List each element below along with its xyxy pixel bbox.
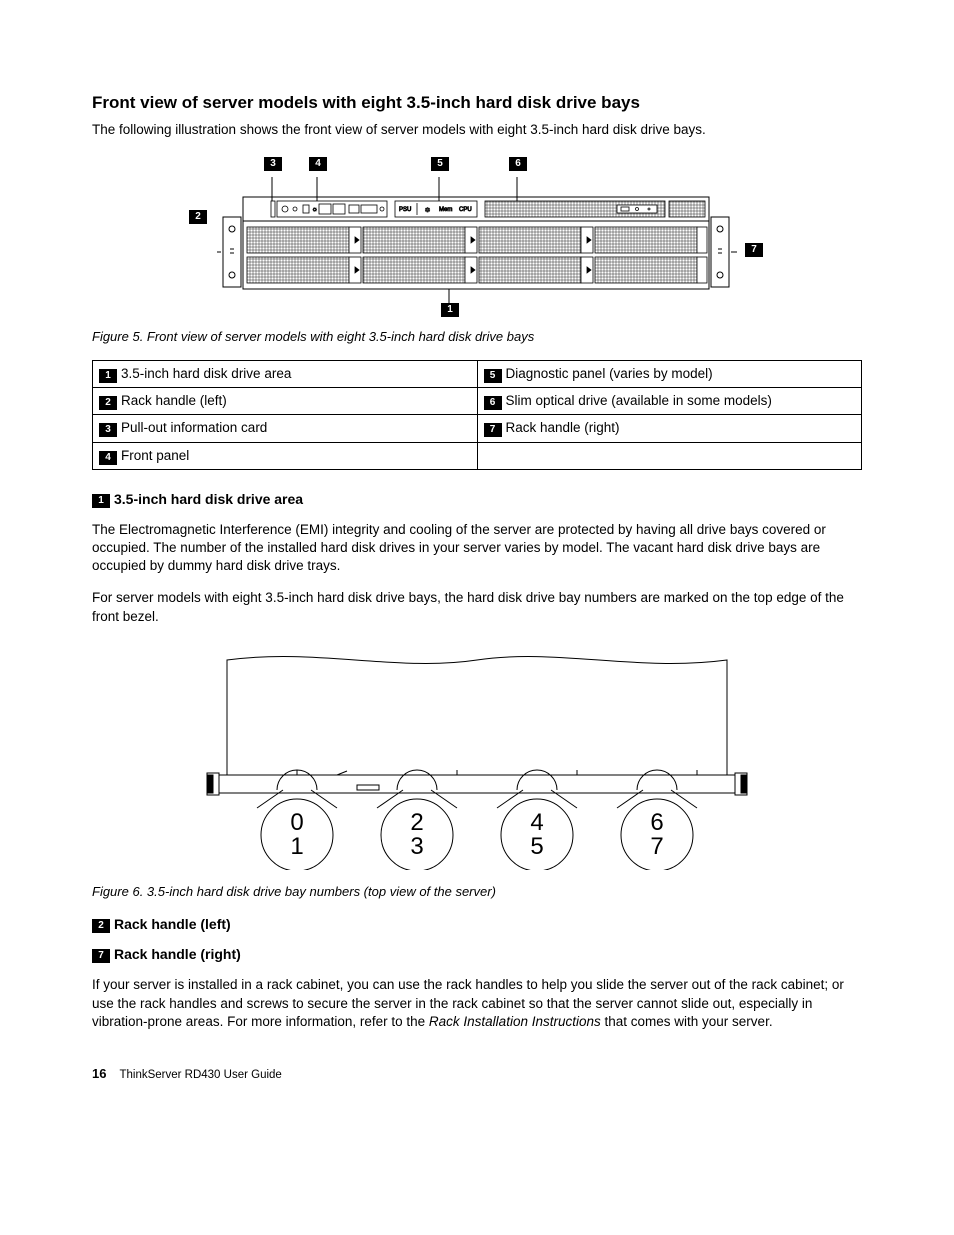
panel-mem-label: Mem	[439, 207, 452, 213]
sub1-title: 3.5-inch hard disk drive area	[114, 491, 303, 507]
bay-7: 7	[650, 833, 663, 860]
figure5-callout-2: 2	[189, 210, 207, 224]
doc-title: ThinkServer RD430 User Guide	[119, 1069, 281, 1081]
figure5-callout-7: 7	[745, 243, 763, 257]
legend-num: 7	[484, 423, 502, 437]
figure-5: ☼ PSU ✱ Mem CPU	[92, 157, 862, 322]
figure-6: 0 1 2 3 4 5 6 7	[92, 640, 862, 875]
para-rack-b: that comes with your server.	[601, 1014, 773, 1029]
page-number: 16	[92, 1066, 106, 1081]
legend-text: Rack handle (left)	[121, 393, 227, 408]
page-footer: 16 ThinkServer RD430 User Guide	[92, 1065, 862, 1084]
legend-num: 6	[484, 396, 502, 410]
para-rack: If your server is installed in a rack ca…	[92, 976, 862, 1031]
table-row: 2 Rack handle (left) 6 Slim optical drive …	[93, 388, 862, 415]
panel-psu-label: PSU	[399, 207, 411, 213]
figure5-legend-table: 1 3.5-inch hard disk drive area 5 Diagnost…	[92, 360, 862, 470]
bay-6: 6	[650, 809, 663, 836]
legend-num: 5	[484, 369, 502, 383]
legend-num: 2	[99, 396, 117, 410]
section-heading: Front view of server models with eight 3…	[92, 92, 862, 115]
panel-cpu-label: CPU	[459, 207, 472, 213]
bay-3: 3	[410, 833, 423, 860]
figure5-callout-3: 3	[264, 157, 282, 171]
legend-num: 3	[99, 423, 117, 437]
subheading-1: 1 3.5-inch hard disk drive area	[92, 490, 862, 509]
sub7-num: 7	[92, 949, 110, 963]
sub2-num: 2	[92, 919, 110, 933]
legend-text: 3.5-inch hard disk drive area	[121, 366, 291, 381]
bay-0: 0	[290, 809, 303, 836]
sub1-num: 1	[92, 494, 110, 508]
svg-text:✱: ✱	[425, 207, 430, 214]
legend-num: 4	[99, 451, 117, 465]
legend-text: Slim optical drive (available in some mo…	[506, 393, 772, 408]
figure5-callout-4: 4	[309, 157, 327, 171]
legend-num: 1	[99, 369, 117, 383]
svg-text:☼: ☼	[312, 207, 318, 213]
subheading-2: 2 Rack handle (left)	[92, 915, 862, 934]
bay-4: 4	[530, 809, 543, 836]
bay-1: 1	[290, 833, 303, 860]
legend-text: Diagnostic panel (varies by model)	[506, 366, 713, 381]
subheading-7: 7 Rack handle (right)	[92, 945, 862, 964]
figure6-caption: Figure 6. 3.5-inch hard disk drive bay n…	[92, 883, 862, 901]
figure5-callout-1: 1	[441, 303, 459, 317]
table-row: 3 Pull-out information card 7 Rack handle …	[93, 415, 862, 442]
table-row: 1 3.5-inch hard disk drive area 5 Diagnost…	[93, 360, 862, 387]
legend-text: Pull-out information card	[121, 420, 267, 435]
para-rack-em: Rack Installation Instructions	[429, 1014, 601, 1029]
sub2-title: Rack handle (left)	[114, 916, 231, 932]
legend-text: Front panel	[121, 448, 189, 463]
intro-paragraph: The following illustration shows the fro…	[92, 121, 862, 139]
bay-5: 5	[530, 833, 543, 860]
bay-2: 2	[410, 809, 423, 836]
para-emi: The Electromagnetic Interference (EMI) i…	[92, 521, 862, 576]
para-bay-numbers: For server models with eight 3.5-inch ha…	[92, 589, 862, 625]
table-row: 4 Front panel	[93, 442, 862, 469]
legend-text: Rack handle (right)	[506, 420, 620, 435]
figure5-callout-5: 5	[431, 157, 449, 171]
figure5-caption: Figure 5. Front view of server models wi…	[92, 328, 862, 346]
figure5-callout-6: 6	[509, 157, 527, 171]
sub7-title: Rack handle (right)	[114, 946, 241, 962]
